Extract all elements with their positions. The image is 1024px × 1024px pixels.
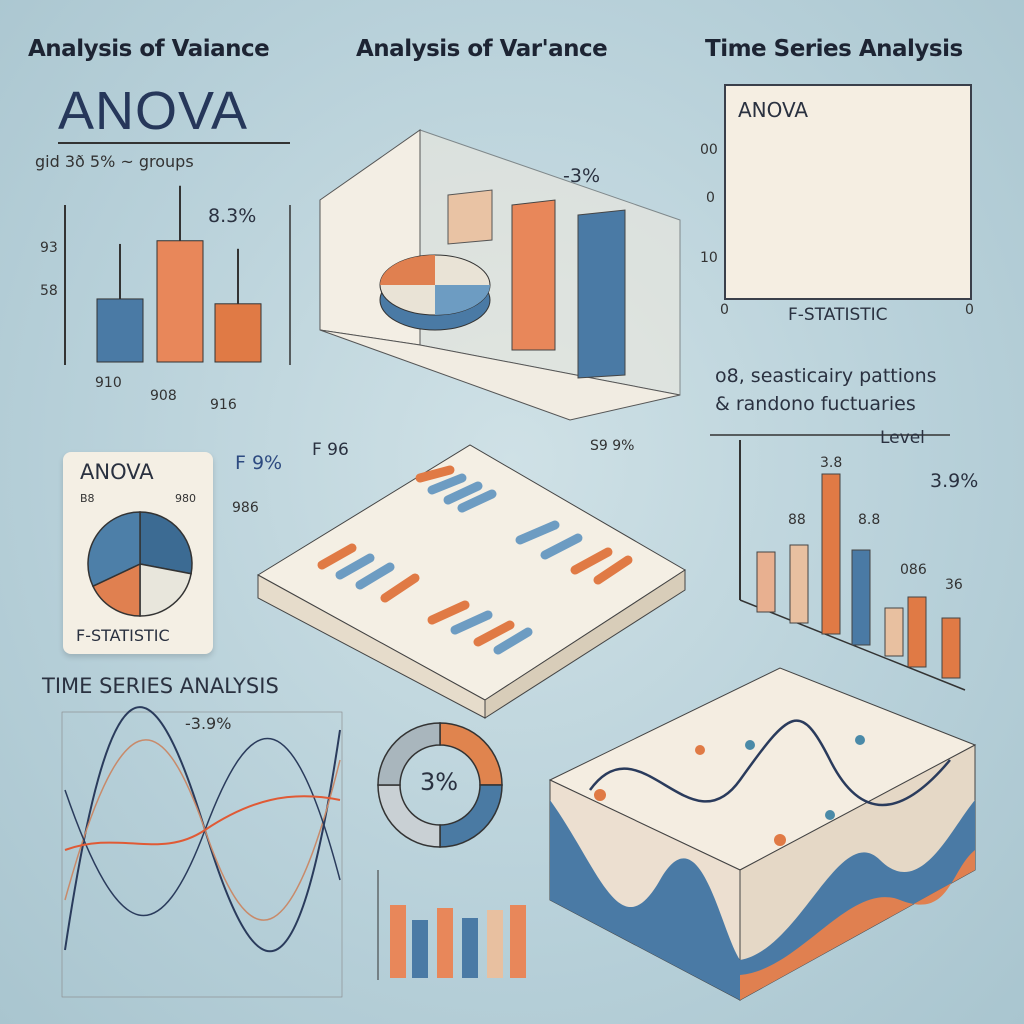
wave-chart [61, 706, 343, 998]
bar [789, 544, 809, 624]
panel-y-label: 0 [706, 190, 715, 206]
donut-label: 3% [420, 768, 459, 796]
y-label: 58 [40, 283, 58, 299]
3d-wave-block [548, 667, 977, 1001]
pie-chart [87, 511, 193, 617]
slice [377, 722, 441, 786]
anova-subtitle: gid 3ð 5% ~ groups [35, 152, 194, 171]
bar [821, 473, 841, 635]
panel-title: ANOVA [738, 98, 809, 122]
bar-3d [511, 199, 556, 351]
divider [58, 142, 290, 144]
box [447, 189, 493, 245]
bar [96, 298, 144, 363]
card-caption: F-STATISTIC [76, 626, 170, 645]
x-label: 908 [150, 388, 177, 404]
bar [214, 303, 262, 363]
seasonality-line1: o8, seasticairy pattions [715, 365, 937, 387]
f-label: F 96 [312, 440, 349, 460]
heading-center: Analysis of Var'ance [356, 36, 608, 62]
time-series-title: TIME SERIES ANALYSIS [42, 674, 279, 698]
card-right-label: 980 [175, 492, 196, 505]
value-label: 8.8 [858, 512, 881, 528]
small-bars [377, 870, 526, 980]
bar-3d [577, 209, 626, 379]
f-label: 986 [232, 500, 259, 516]
seasonality-percent: 3.9% [930, 470, 979, 492]
anova-percent: 8.3% [208, 205, 257, 227]
slice [139, 511, 193, 575]
center-percent: -3% [563, 165, 600, 187]
anova-title: ANOVA [58, 81, 249, 141]
value-label: 88 [788, 512, 806, 528]
slice [91, 562, 141, 617]
bar [884, 607, 904, 657]
3d-tray [257, 444, 686, 719]
bar-chart-left [96, 185, 262, 363]
value-label: 3.8 [820, 455, 843, 471]
value-label: 36 [945, 577, 963, 593]
panel-y-label: 00 [700, 142, 718, 158]
bar-chart-right [756, 473, 961, 679]
card-title: ANOVA [80, 460, 154, 484]
heading-right: Time Series Analysis [705, 36, 963, 62]
slice [139, 563, 192, 617]
slice [87, 511, 141, 588]
time-series-percent: -3.9% [185, 714, 232, 733]
level-label: Level [880, 428, 925, 448]
seasonality-line2: & randono fuctuaries [715, 393, 916, 415]
panel-y-label: 10 [700, 250, 718, 266]
y-label: 93 [40, 240, 58, 256]
f-label: S9 9% [590, 438, 635, 454]
3d-room [319, 129, 681, 421]
panel-x-label: 0 [720, 302, 729, 318]
x-label: 916 [210, 397, 237, 413]
anova-panel [724, 84, 972, 300]
donut-chart [377, 722, 503, 848]
panel-x-label: 0 [965, 302, 974, 318]
bar [851, 549, 871, 646]
f-label: F 9% [235, 452, 283, 474]
x-label: 910 [95, 375, 122, 391]
panel-caption: F-STATISTIC [788, 305, 888, 325]
value-label: 086 [900, 562, 927, 578]
heading-left: Analysis of Vaiance [28, 36, 270, 62]
bar [941, 617, 961, 679]
bar [756, 551, 776, 613]
bar [156, 240, 204, 363]
card-left-label: B8 [80, 492, 95, 505]
bar [907, 596, 927, 668]
